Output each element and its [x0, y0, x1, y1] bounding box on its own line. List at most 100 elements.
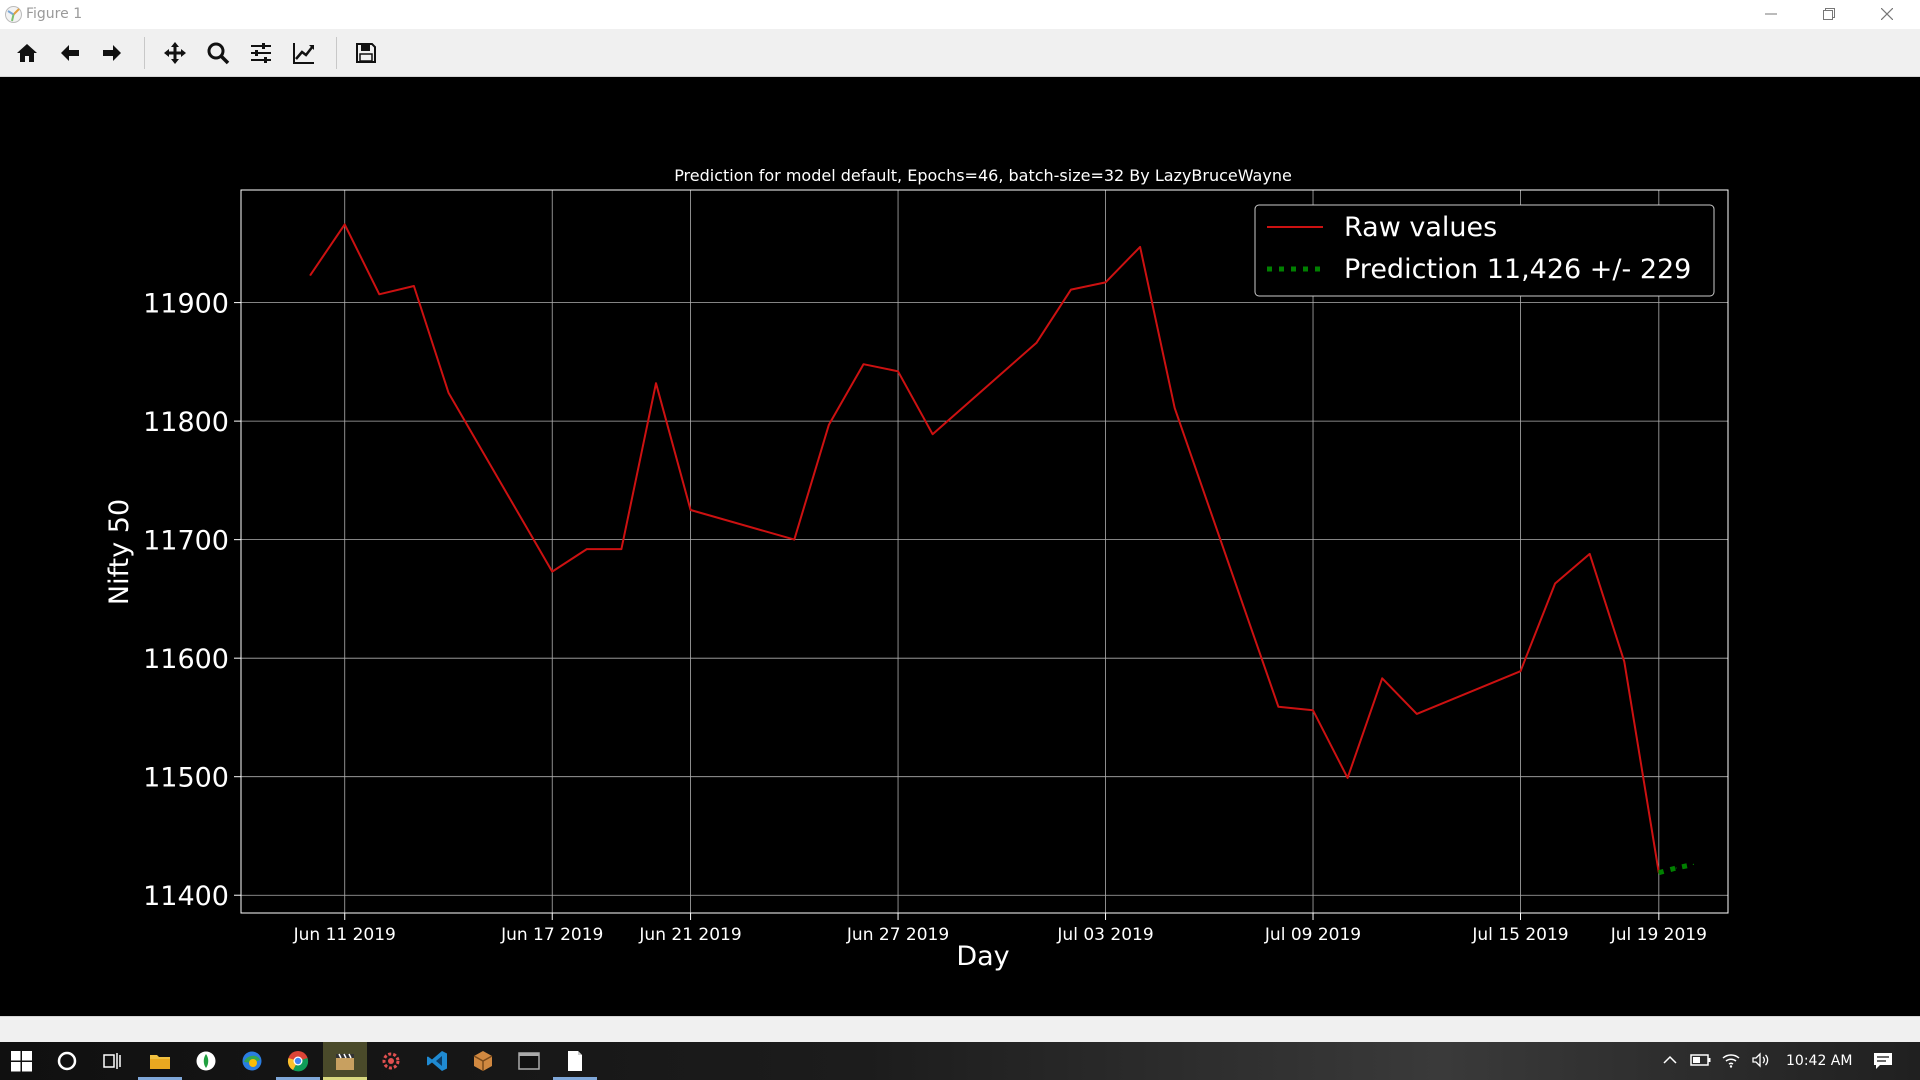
home-icon [17, 44, 37, 62]
volume-button[interactable] [1748, 1042, 1774, 1080]
prediction-point [1658, 872, 1660, 874]
taskbar-gear-app[interactable] [369, 1042, 413, 1080]
zoom-icon [207, 42, 230, 65]
raw-value-point [378, 293, 380, 295]
raw-value-point [551, 571, 553, 573]
forward-button[interactable] [97, 39, 127, 67]
raw-value-point [655, 382, 657, 384]
minimize-icon [1765, 13, 1777, 15]
raw-value-point [586, 548, 588, 550]
legend: Raw values Prediction 11,426 +/- 229 [1254, 204, 1715, 297]
taskbar-clock[interactable]: 10:42 AM [1786, 1053, 1853, 1069]
edit-axis-button[interactable] [289, 39, 319, 67]
restore-icon [1823, 8, 1835, 20]
raw-value-point [309, 274, 311, 276]
windows-taskbar: 10:42 AM [0, 1042, 1920, 1080]
raw-value-point [1623, 661, 1625, 663]
pan-button[interactable] [160, 39, 190, 67]
taskbar-browser[interactable] [230, 1042, 274, 1080]
window-title: Figure 1 [26, 6, 83, 22]
data-series [309, 223, 1694, 876]
line-chart[interactable]: Prediction for model default, Epochs=46,… [0, 77, 1920, 1016]
raw-value-point [1035, 342, 1037, 344]
taskbar-chrome[interactable] [276, 1042, 320, 1080]
close-button[interactable] [1858, 0, 1916, 29]
taskbar-terminal[interactable] [507, 1042, 551, 1080]
chrome-icon [287, 1051, 309, 1072]
minimize-button[interactable] [1742, 0, 1800, 29]
close-icon [1881, 8, 1893, 20]
battery-icon [1690, 1054, 1711, 1066]
task-view-button[interactable] [90, 1042, 134, 1080]
taskbar-app[interactable] [184, 1042, 228, 1080]
raw-value-point [828, 424, 830, 426]
legend-box [1254, 204, 1715, 297]
show-hidden-icons-button[interactable] [1658, 1042, 1682, 1080]
toolbar-separator [144, 37, 145, 69]
taskbar-package-app[interactable] [461, 1042, 505, 1080]
x-axis-ticks: Jun 11 2019 Jun 17 2019 Jun 21 2019 Jun 27 … [293, 913, 1707, 945]
y-tick-label: 11600 [143, 644, 229, 675]
x-axis-label: Day [956, 941, 1009, 972]
edit-axis-icon [293, 43, 314, 64]
wifi-icon [1722, 1054, 1740, 1068]
home-button[interactable] [12, 39, 42, 67]
raw-value-point [862, 363, 865, 365]
vscode-icon [427, 1051, 447, 1071]
x-tick-label: Jun 21 2019 [638, 925, 741, 945]
taskbar-figure-window[interactable] [323, 1042, 367, 1080]
document-icon [568, 1051, 582, 1071]
save-button[interactable] [351, 39, 381, 67]
gear-app-icon [382, 1052, 400, 1070]
prediction-point [1692, 863, 1694, 866]
raw-value-point [1104, 281, 1107, 283]
battery-button[interactable] [1688, 1042, 1714, 1080]
forward-arrow-icon [103, 45, 121, 61]
raw-value-point [1312, 709, 1314, 711]
prediction-point [1675, 867, 1677, 869]
figure-canvas[interactable]: Prediction for model default, Epochs=46,… [0, 77, 1920, 1016]
restore-button[interactable] [1800, 0, 1858, 29]
raw-value-point [413, 285, 415, 287]
y-tick-label: 11700 [143, 526, 229, 557]
back-button[interactable] [55, 39, 85, 67]
grid-lines [241, 190, 1728, 913]
matplotlib-app-icon [5, 6, 22, 23]
raw-value-point [620, 548, 623, 550]
chart-title: Prediction for model default, Epochs=46,… [674, 166, 1292, 185]
taskbar-vscode[interactable] [415, 1042, 459, 1080]
network-button[interactable] [1718, 1042, 1744, 1080]
raw-value-point [1589, 553, 1591, 555]
configure-subplots-button[interactable] [246, 39, 276, 67]
raw-value-point [1554, 582, 1556, 585]
clapper-icon [336, 1053, 354, 1070]
x-tick-label: Jul 19 2019 [1610, 925, 1707, 945]
action-center-button[interactable] [1866, 1042, 1900, 1080]
legend-label-raw-values: Raw values [1344, 212, 1497, 243]
start-button[interactable] [0, 1042, 44, 1080]
taskbar-file-explorer[interactable] [138, 1042, 182, 1080]
raw-value-point [1277, 706, 1279, 708]
raw-value-point [1070, 289, 1072, 291]
y-axis-ticks: 11400 11500 11600 11700 11800 11900 [143, 289, 241, 912]
x-tick-label: Jul 03 2019 [1056, 925, 1153, 945]
x-tick-label: Jun 27 2019 [846, 925, 949, 945]
raw-value-point [897, 370, 899, 372]
zoom-button[interactable] [203, 39, 233, 67]
terminal-icon [518, 1052, 540, 1070]
chevron-up-icon [1663, 1055, 1677, 1064]
plot-area [240, 189, 1729, 914]
toolbar-separator [336, 37, 337, 69]
x-tick-label: Jun 11 2019 [293, 925, 396, 945]
notification-icon [1874, 1053, 1892, 1069]
app-icon [196, 1051, 216, 1071]
cortana-button[interactable] [45, 1042, 89, 1080]
raw-value-point [793, 539, 795, 541]
raw-value-point [1174, 407, 1176, 409]
taskbar-document[interactable] [553, 1042, 597, 1080]
x-tick-label: Jun 17 2019 [500, 925, 603, 945]
y-tick-label: 11400 [143, 881, 229, 912]
y-tick-label: 11900 [143, 289, 229, 320]
volume-icon [1752, 1052, 1769, 1068]
raw-value-point [447, 392, 450, 394]
